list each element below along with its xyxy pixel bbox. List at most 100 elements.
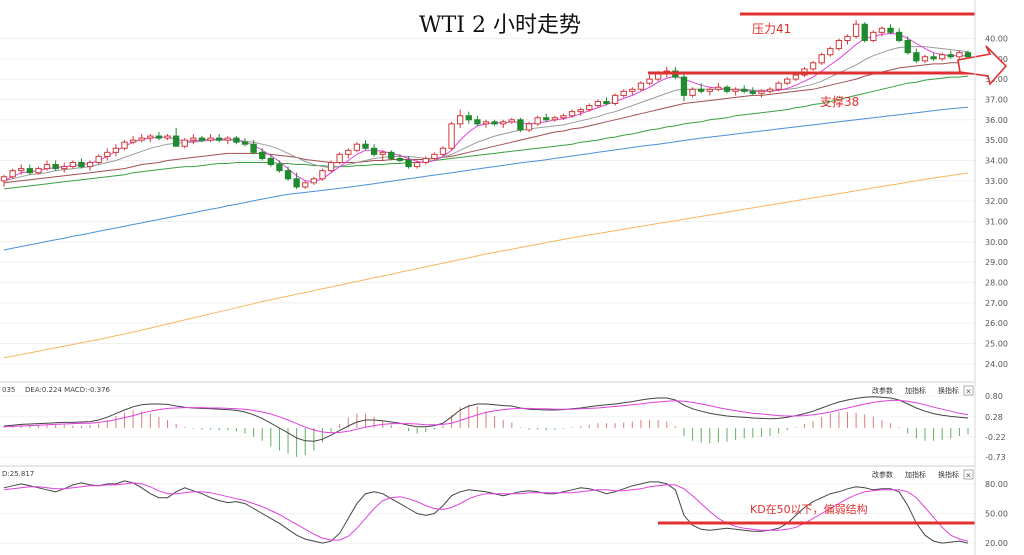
candle — [766, 87, 774, 94]
macd-swap-indicator-button[interactable]: 换指标 — [938, 386, 959, 395]
candle — [95, 154, 102, 165]
candle — [9, 168, 16, 179]
kd-close-button[interactable] — [963, 469, 974, 480]
candle — [646, 75, 653, 86]
candle-body — [560, 115, 567, 119]
candle-body — [353, 143, 361, 151]
kd-swap-indicator-button[interactable]: 换指标 — [938, 470, 959, 479]
kd-k-line — [3, 480, 969, 544]
candle-body — [259, 151, 266, 159]
candle-body — [706, 88, 713, 92]
ma-brown-line — [3, 62, 968, 184]
candle — [293, 172, 300, 189]
candle-body — [129, 139, 137, 143]
candle-body — [758, 90, 765, 94]
candle — [233, 136, 240, 145]
kd-tick-label: 80.00 — [985, 480, 1008, 489]
candle — [732, 87, 739, 96]
candle-body — [370, 147, 378, 155]
candle-body — [870, 31, 877, 41]
price-tick-label: 25.00 — [985, 340, 1008, 349]
candle — [121, 140, 128, 151]
candle — [396, 154, 404, 163]
candlesticks — [0, 20, 972, 189]
candle-body — [224, 137, 231, 141]
candle-body — [302, 182, 309, 188]
ma-blue-line — [3, 106, 969, 251]
candle-body — [319, 170, 326, 180]
candle-body — [792, 74, 800, 80]
candle — [155, 132, 163, 141]
macd-change-params-button[interactable]: 改参数 — [872, 386, 893, 395]
candle-body — [749, 90, 756, 94]
kd-tick-label: 50.00 — [985, 509, 1008, 518]
candle-body — [500, 121, 507, 125]
candle — [86, 160, 94, 171]
kd-change-params-button[interactable]: 改参数 — [872, 470, 893, 479]
macd-grid — [0, 395, 975, 458]
candle-body — [904, 39, 911, 54]
kd-header: D:25.817 — [2, 470, 34, 478]
candle-body — [9, 170, 16, 178]
macd-add-indicator-button[interactable]: 加指标 — [905, 386, 926, 395]
candle — [276, 160, 283, 173]
candle-body — [413, 162, 421, 168]
macd-tick-label: -0.73 — [985, 453, 1006, 462]
macd-tick-label: -0.22 — [985, 433, 1006, 442]
kd-close-icon[interactable]: × — [966, 472, 972, 480]
macd-close-icon[interactable]: × — [966, 388, 972, 396]
candle — [534, 115, 541, 126]
candle-body — [336, 153, 343, 164]
candle — [26, 164, 33, 175]
candle — [431, 152, 438, 161]
candle-body — [284, 170, 292, 180]
candle-body — [327, 162, 335, 172]
candle — [164, 134, 171, 141]
candle-body — [78, 162, 85, 168]
candle-body — [637, 82, 645, 90]
candle-body — [620, 90, 627, 96]
candle-body — [181, 139, 188, 147]
kd-add-indicator-button[interactable]: 加指标 — [905, 470, 926, 479]
candle-body — [345, 149, 352, 155]
candle — [319, 168, 326, 181]
candle-body — [422, 157, 429, 164]
candle-body — [861, 23, 868, 41]
candle — [267, 154, 274, 167]
price-tick-label: 26.00 — [985, 319, 1008, 328]
candle-body — [629, 88, 636, 92]
candle — [758, 89, 765, 98]
kd-grid — [0, 483, 975, 544]
candle — [698, 83, 705, 94]
candle — [500, 119, 507, 128]
price-tick-label: 30.00 — [985, 238, 1008, 247]
candle — [52, 160, 59, 171]
candle-body — [586, 105, 593, 111]
candle-body — [457, 115, 464, 125]
candle-body — [147, 135, 154, 139]
price-tick-label: 31.00 — [985, 217, 1008, 226]
candle — [457, 109, 464, 128]
candle — [844, 34, 851, 45]
candle — [388, 150, 395, 161]
candle-body — [766, 88, 774, 92]
price-tick-label: 36.00 — [985, 116, 1008, 125]
candle — [835, 38, 843, 51]
candle — [818, 52, 825, 65]
macd-close-button[interactable] — [963, 385, 974, 396]
price-tick-label: 28.00 — [985, 279, 1008, 288]
candle-body — [439, 147, 447, 155]
candle — [61, 162, 68, 173]
candle — [491, 119, 498, 126]
price-tick-label: 37.00 — [985, 95, 1008, 104]
macd-toolbar: 改参数 加指标 换指标 × — [872, 385, 974, 396]
candle — [543, 113, 550, 122]
price-tick-label: 29.00 — [985, 258, 1008, 267]
candle — [741, 85, 748, 94]
candle — [508, 117, 515, 124]
candle-body — [534, 117, 541, 125]
candle — [568, 109, 576, 118]
kd-annotation: KD在50以下，偏弱结构 — [658, 502, 975, 525]
candle — [405, 156, 412, 169]
